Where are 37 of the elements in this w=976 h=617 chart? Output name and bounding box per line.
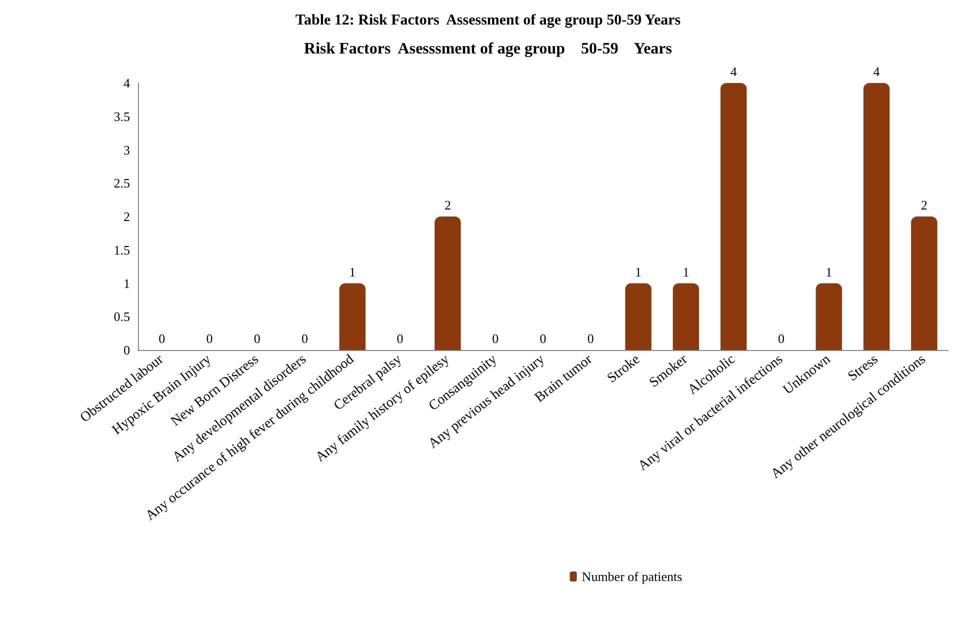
data-label: 1 bbox=[682, 264, 690, 280]
legend-label: Number of patients bbox=[582, 569, 682, 584]
bar bbox=[911, 216, 938, 350]
bar bbox=[339, 283, 366, 350]
bar bbox=[816, 283, 842, 350]
data-label: 1 bbox=[635, 264, 642, 280]
bar bbox=[434, 216, 461, 350]
bar bbox=[672, 283, 700, 350]
data-label: 1 bbox=[826, 264, 832, 280]
y-tick-label: 0 bbox=[124, 342, 130, 358]
y-tick-label: 1.5 bbox=[114, 242, 130, 258]
data-label: 0 bbox=[206, 331, 213, 346]
data-label: 0 bbox=[540, 331, 546, 346]
caption: Table 12: Risk Factors Assessment of age group 50-59 Years bbox=[295, 12, 681, 28]
y-tick-label: 0.5 bbox=[114, 309, 130, 324]
y-tick-label: 1 bbox=[124, 276, 130, 291]
bar bbox=[863, 83, 890, 350]
chart-title: Risk Factors Asesssment of age group 50-59 Years bbox=[304, 40, 672, 58]
y-tick-label: 2 bbox=[124, 209, 130, 224]
bar bbox=[720, 83, 747, 350]
y-tick-label: 3.5 bbox=[114, 108, 130, 124]
data-label: 2 bbox=[444, 198, 451, 212]
data-label: 0 bbox=[778, 331, 784, 346]
data-label: 0 bbox=[158, 331, 166, 346]
y-tick-label: 3 bbox=[124, 142, 130, 158]
y-tick-label: 2.5 bbox=[114, 176, 130, 191]
data-label: 4 bbox=[873, 64, 880, 79]
data-label: 4 bbox=[730, 64, 738, 79]
data-label: 0 bbox=[302, 331, 308, 346]
bar bbox=[625, 283, 652, 350]
data-label: 0 bbox=[396, 331, 404, 346]
data-label: 1 bbox=[349, 264, 356, 280]
data-label: 2 bbox=[920, 198, 928, 212]
data-label: 0 bbox=[587, 331, 594, 346]
y-tick-label: 4 bbox=[124, 76, 130, 90]
data-label: 0 bbox=[254, 331, 260, 346]
data-label: 0 bbox=[492, 331, 499, 346]
